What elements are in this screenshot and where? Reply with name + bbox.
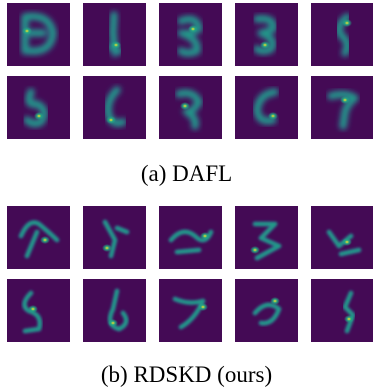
sample-image-tile (83, 3, 146, 66)
heatmap-image (83, 76, 146, 139)
sample-image-tile (159, 206, 222, 269)
heatmap-image (311, 3, 373, 66)
panel-rdskd: (b) RDSKD (ours) (0, 203, 373, 388)
sample-image-tile (235, 206, 298, 269)
dafl-image-grid (0, 0, 373, 145)
heatmap-image (7, 76, 70, 139)
sample-image-tile (7, 279, 70, 342)
sample-image-tile (235, 3, 298, 66)
sample-image-tile (7, 206, 70, 269)
heatmap-image (311, 76, 373, 139)
heatmap-image (83, 206, 146, 269)
sample-image-tile (83, 206, 146, 269)
sample-image-tile (311, 76, 373, 139)
dafl-caption: (a) DAFL (140, 161, 233, 186)
heatmap-image (235, 206, 298, 269)
sample-image-tile (83, 279, 146, 342)
heatmap-image (7, 279, 70, 342)
sample-image-tile (235, 76, 298, 139)
rdskd-caption: (b) RDSKD (ours) (100, 362, 273, 387)
heatmap-image (83, 3, 146, 66)
sample-image-tile (159, 3, 222, 66)
heatmap-image (235, 3, 298, 66)
heatmap-image (83, 279, 146, 342)
heatmap-image (159, 76, 222, 139)
heatmap-image (159, 206, 222, 269)
sample-image-tile (311, 279, 373, 342)
sample-image-tile (7, 3, 70, 66)
sample-image-tile (7, 76, 70, 139)
sample-image-tile (235, 279, 298, 342)
sample-image-tile (159, 279, 222, 342)
panel-dafl: (a) DAFL (0, 0, 373, 186)
heatmap-image (7, 206, 70, 269)
sample-image-tile (159, 76, 222, 139)
heatmap-image (235, 76, 298, 139)
heatmap-image (159, 279, 222, 342)
rdskd-image-grid (0, 203, 373, 348)
heatmap-image (311, 279, 373, 342)
sample-image-tile (311, 206, 373, 269)
heatmap-image (159, 3, 222, 66)
heatmap-image (311, 206, 373, 269)
heatmap-image (235, 279, 298, 342)
heatmap-image (7, 3, 70, 66)
sample-image-tile (311, 3, 373, 66)
sample-image-tile (83, 76, 146, 139)
